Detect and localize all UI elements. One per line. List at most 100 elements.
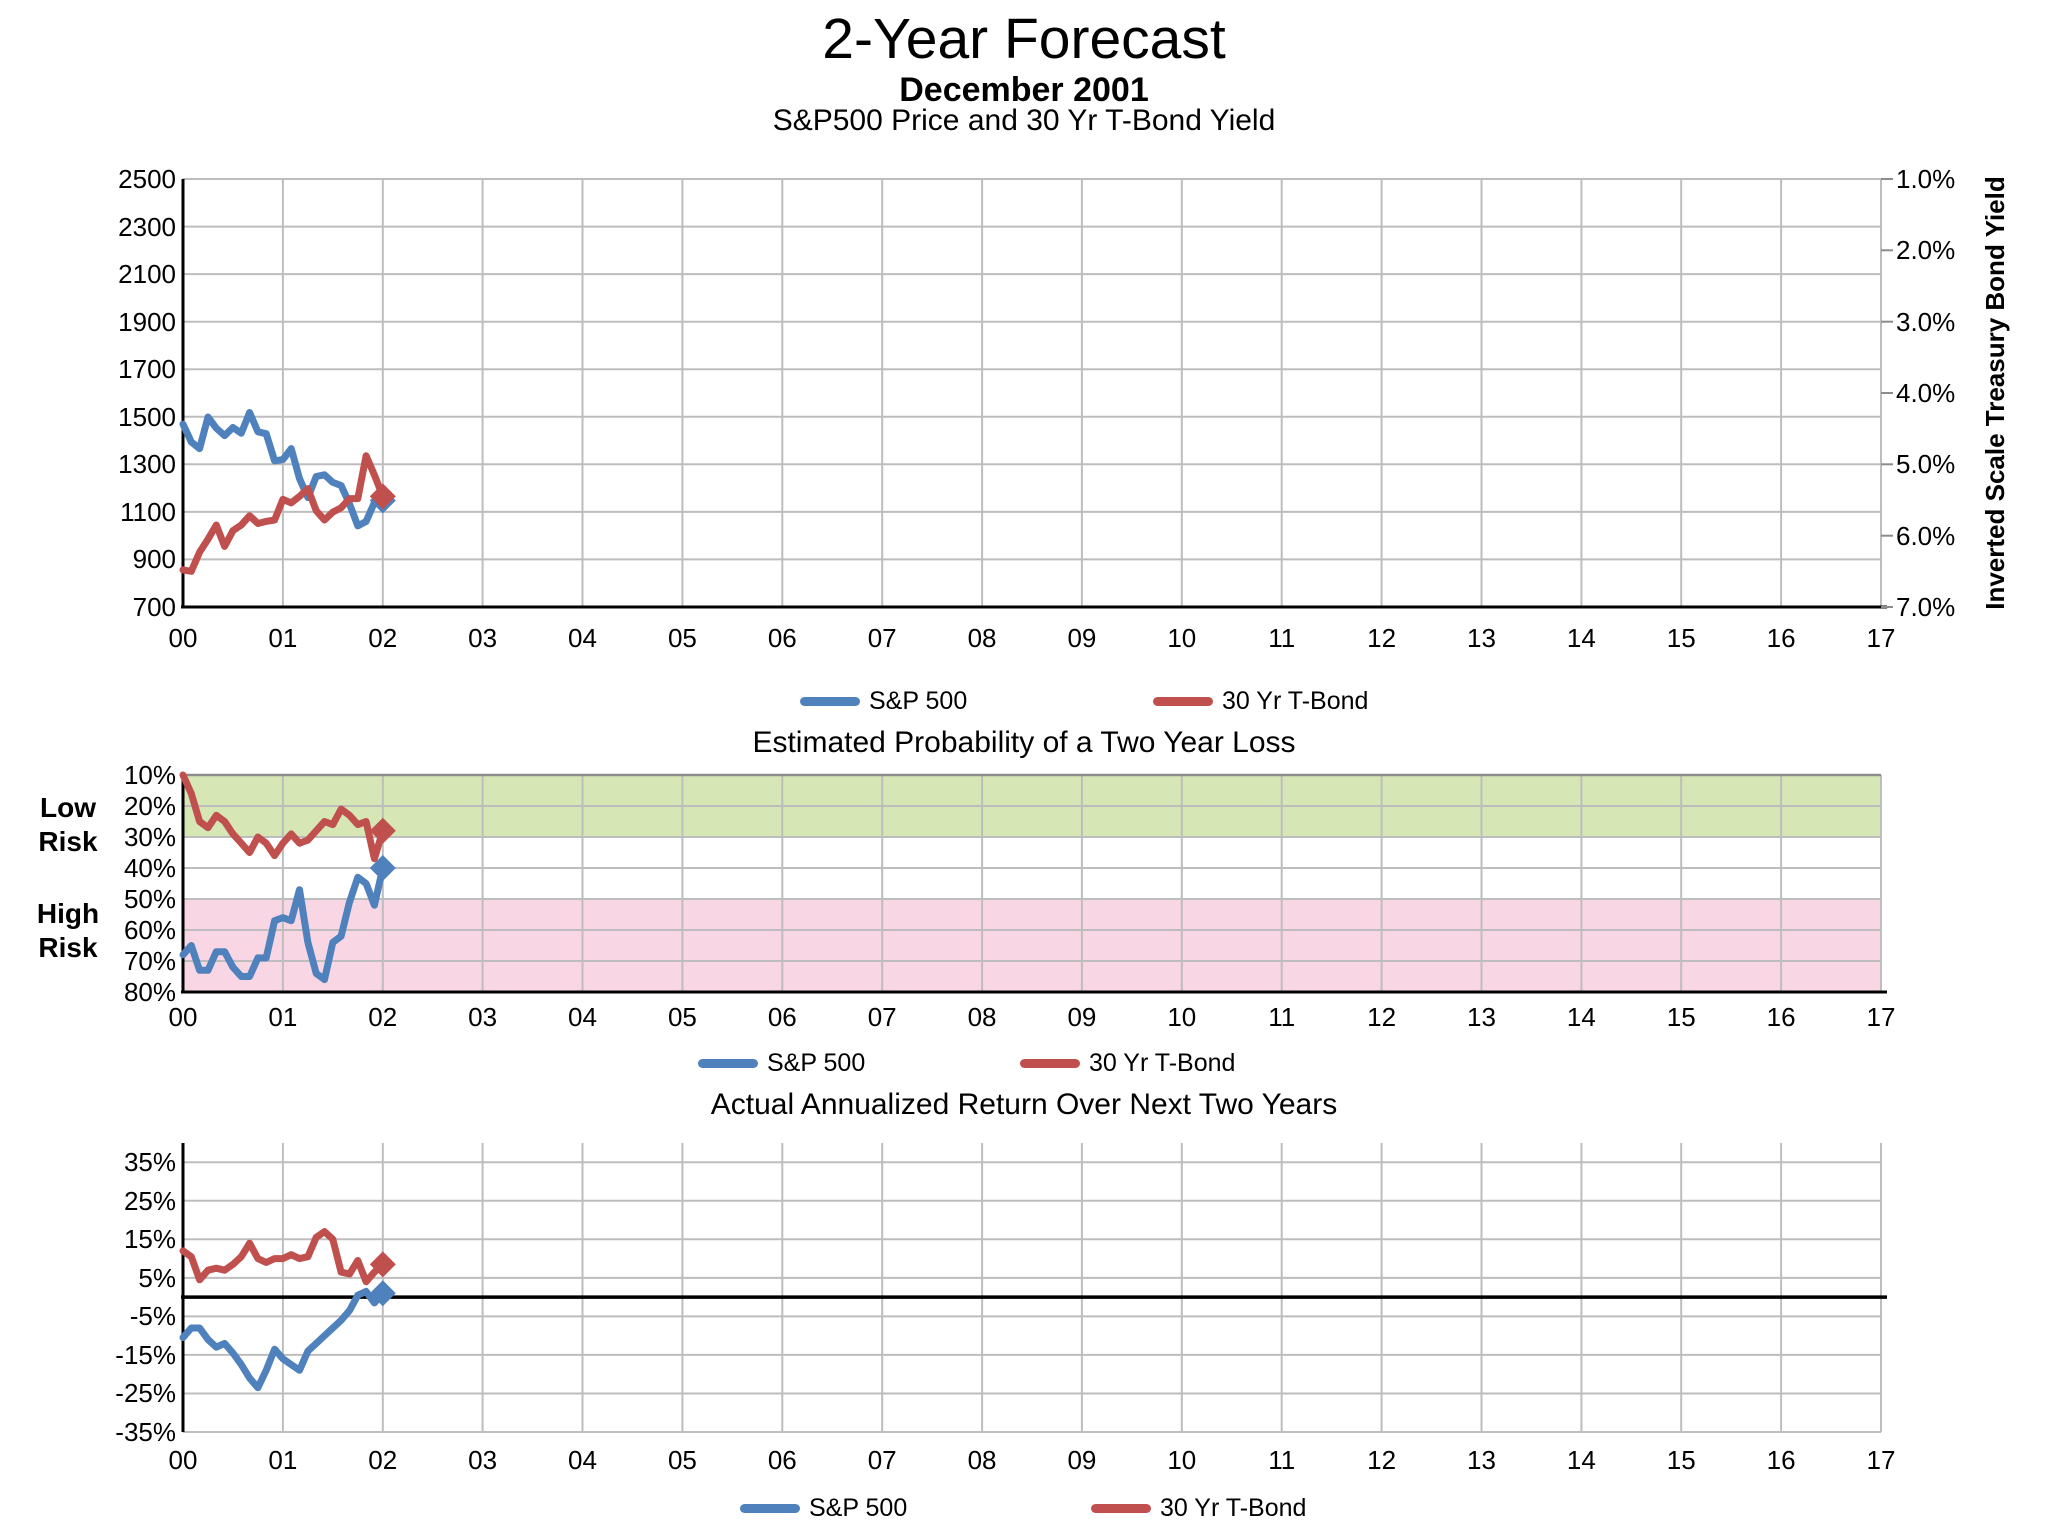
y-tick-chart2: 20% bbox=[123, 791, 176, 821]
series-sp500-chart3 bbox=[179, 1287, 387, 1392]
x-tick-00-chart1: 00 bbox=[168, 623, 198, 653]
end-marker-diamond-icon bbox=[369, 855, 396, 881]
y-tick-chart2: 70% bbox=[123, 946, 176, 976]
x-tick-13-chart3: 13 bbox=[1467, 1445, 1496, 1475]
x-tick-08-chart3: 08 bbox=[967, 1445, 997, 1475]
tbond-line-swatch-icon bbox=[1091, 1503, 1151, 1513]
end-marker-diamond-icon bbox=[369, 1280, 396, 1307]
x-tick-01-chart1: 01 bbox=[268, 623, 298, 653]
x-tick-12-chart3: 12 bbox=[1367, 1445, 1397, 1475]
y-tick-chart1: 1500 bbox=[118, 401, 176, 432]
x-tick-08-chart1: 08 bbox=[967, 623, 997, 653]
sp500-line-swatch-icon bbox=[800, 696, 860, 706]
tbond-line-swatch-icon bbox=[1020, 1058, 1080, 1068]
x-tick-10-chart1: 10 bbox=[1167, 623, 1197, 653]
x-tick-15-chart3: 15 bbox=[1666, 1445, 1696, 1475]
x-tick-15-chart1: 15 bbox=[1666, 623, 1696, 653]
tbond-line-swatch-icon bbox=[1153, 696, 1213, 706]
y-tick-chart3: 5% bbox=[138, 1262, 176, 1293]
x-tick-12-chart2: 12 bbox=[1367, 1002, 1397, 1032]
y-tick-chart1: 1900 bbox=[118, 306, 176, 337]
chart3-title: Actual Annualized Return Over Next Two Y… bbox=[710, 1088, 1338, 1121]
y-tick-chart2: 80% bbox=[123, 977, 176, 1007]
right-y-tick-chart1: 3.0% bbox=[1896, 306, 1956, 337]
x-tick-03-chart1: 03 bbox=[468, 623, 498, 653]
legend-item-tbond: 30 Yr T-Bond bbox=[1020, 1046, 1235, 1080]
end-marker-diamond-icon bbox=[369, 817, 396, 844]
x-tick-01-chart2: 01 bbox=[268, 1002, 298, 1032]
legend-item-sp500: S&P 500 bbox=[740, 1491, 907, 1525]
end-marker-diamond-icon bbox=[369, 483, 396, 510]
x-tick-00-chart2: 00 bbox=[168, 1002, 198, 1032]
right-y-tick-chart1: 2.0% bbox=[1896, 235, 1956, 266]
high-risk-band bbox=[183, 899, 1881, 992]
y-tick-chart3: -15% bbox=[115, 1339, 176, 1370]
x-tick-03-chart3: 03 bbox=[468, 1445, 498, 1475]
legend-item-sp500: S&P 500 bbox=[698, 1046, 865, 1080]
x-tick-00-chart3: 00 bbox=[168, 1445, 198, 1475]
y-tick-chart1: 2300 bbox=[118, 211, 176, 242]
x-tick-11-chart3: 11 bbox=[1268, 1445, 1296, 1475]
right-y-tick-chart1: 5.0% bbox=[1896, 449, 1956, 480]
x-tick-06-chart3: 06 bbox=[767, 1445, 797, 1475]
right-y-tick-chart1: 4.0% bbox=[1896, 378, 1956, 408]
series-30yrtbond-chart2 bbox=[179, 771, 387, 863]
y-tick-chart2: 10% bbox=[123, 760, 176, 790]
legend-label: 30 Yr T-Bond bbox=[1160, 1494, 1307, 1522]
legend-label: S&P 500 bbox=[869, 687, 968, 715]
y-tick-chart3: 25% bbox=[123, 1185, 176, 1216]
x-tick-05-chart2: 05 bbox=[667, 1002, 697, 1032]
legend-label: 30 Yr T-Bond bbox=[1222, 687, 1369, 715]
x-tick-15-chart2: 15 bbox=[1666, 1002, 1696, 1032]
y-tick-chart3: 15% bbox=[123, 1224, 176, 1255]
y-tick-chart3: -5% bbox=[129, 1301, 176, 1332]
sp500-line-swatch-icon bbox=[698, 1058, 758, 1068]
x-tick-08-chart2: 08 bbox=[967, 1002, 997, 1032]
x-tick-02-chart2: 02 bbox=[368, 1002, 398, 1032]
x-tick-10-chart2: 10 bbox=[1167, 1002, 1197, 1032]
right-y-tick-chart1: 6.0% bbox=[1896, 520, 1956, 551]
x-tick-02-chart1: 02 bbox=[368, 623, 398, 653]
x-tick-17-chart3: 17 bbox=[1866, 1445, 1896, 1475]
x-tick-10-chart3: 10 bbox=[1167, 1445, 1197, 1475]
x-tick-03-chart2: 03 bbox=[468, 1002, 498, 1032]
x-tick-16-chart3: 16 bbox=[1766, 1445, 1796, 1475]
report-date: December 2001 bbox=[899, 71, 1149, 109]
x-tick-11-chart1: 11 bbox=[1268, 623, 1296, 653]
y-tick-chart1: 900 bbox=[132, 544, 176, 575]
x-tick-09-chart1: 09 bbox=[1067, 623, 1097, 653]
x-tick-14-chart1: 14 bbox=[1566, 623, 1596, 653]
x-tick-16-chart1: 16 bbox=[1766, 623, 1796, 653]
legend-item-tbond: 30 Yr T-Bond bbox=[1153, 684, 1368, 718]
y-tick-chart1: 2500 bbox=[118, 164, 176, 194]
x-tick-04-chart2: 04 bbox=[568, 1002, 597, 1032]
x-tick-07-chart1: 07 bbox=[867, 623, 897, 653]
legend-item-tbond: 30 Yr T-Bond bbox=[1091, 1491, 1306, 1525]
legend-label: 30 Yr T-Bond bbox=[1089, 1049, 1236, 1077]
y-tick-chart1: 700 bbox=[132, 592, 176, 622]
x-tick-06-chart2: 06 bbox=[767, 1002, 797, 1032]
sp500-line-swatch-icon bbox=[740, 1503, 800, 1513]
right-y-tick-chart1: 1.0% bbox=[1896, 164, 1956, 194]
x-tick-14-chart2: 14 bbox=[1566, 1002, 1596, 1032]
right-y-tick-chart1: 7.0% bbox=[1896, 592, 1956, 622]
y-tick-chart1: 2100 bbox=[118, 259, 176, 290]
y-tick-chart2: 40% bbox=[123, 853, 176, 883]
x-tick-12-chart1: 12 bbox=[1367, 623, 1397, 653]
x-tick-13-chart1: 13 bbox=[1467, 623, 1496, 653]
x-tick-17-chart1: 17 bbox=[1866, 623, 1896, 653]
x-tick-16-chart2: 16 bbox=[1766, 1002, 1796, 1032]
y-tick-chart2: 30% bbox=[123, 822, 176, 852]
y-tick-chart1: 1700 bbox=[118, 354, 176, 385]
chart2-title: Estimated Probability of a Two Year Loss bbox=[752, 726, 1296, 759]
chart1-title: S&P500 Price and 30 Yr T-Bond Yield bbox=[772, 104, 1276, 137]
high-risk-label: High Risk bbox=[36, 898, 100, 963]
x-tick-02-chart3: 02 bbox=[368, 1445, 398, 1475]
page-title: 2-Year Forecast bbox=[822, 7, 1226, 71]
y-tick-chart3: -25% bbox=[115, 1378, 176, 1409]
y-tick-chart1: 1100 bbox=[120, 496, 176, 527]
series-sp500-chart2 bbox=[179, 864, 387, 984]
x-tick-13-chart2: 13 bbox=[1467, 1002, 1496, 1032]
y-tick-chart2: 50% bbox=[123, 884, 176, 914]
